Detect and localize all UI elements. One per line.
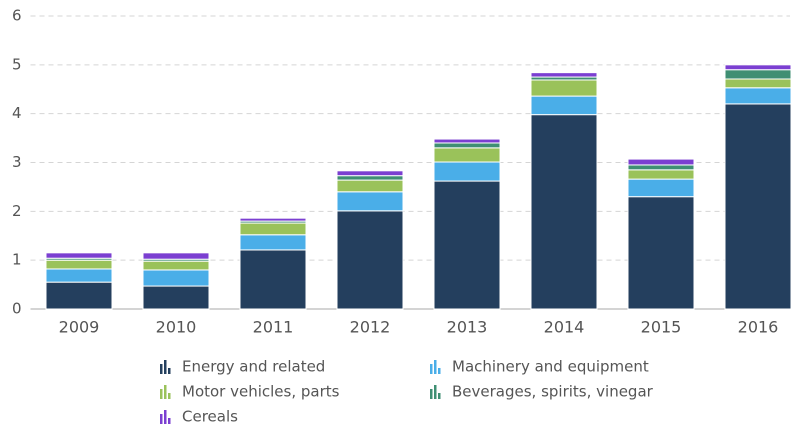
bar-segment [45, 259, 113, 270]
x-tick-label: 2011 [253, 318, 294, 337]
x-tick-label: 2013 [447, 318, 488, 337]
legend-icon [168, 418, 171, 424]
bar-segment [627, 169, 695, 180]
y-tick-label: 3 [12, 153, 22, 171]
bar-segment [239, 249, 307, 310]
bar-segment [724, 78, 792, 89]
bar-segment [336, 179, 404, 193]
legend-icon [438, 368, 441, 374]
legend-icon [430, 364, 433, 374]
bar-segment [724, 103, 792, 310]
legend-icon [430, 389, 433, 399]
bar-segment [433, 138, 501, 144]
x-tick-label: 2012 [350, 318, 391, 337]
x-tick-label: 2015 [641, 318, 682, 337]
bar-segment [627, 178, 695, 198]
bar-segment [627, 196, 695, 310]
bar-segment [433, 142, 501, 149]
bar-segment [627, 158, 695, 166]
x-tick-label: 2014 [544, 318, 585, 337]
bar-segment [142, 285, 210, 310]
y-tick-label: 2 [12, 202, 22, 220]
bar-segment [530, 114, 598, 310]
bar-segment [142, 260, 210, 271]
bar-segment [627, 164, 695, 171]
y-tick-label: 5 [12, 55, 22, 73]
y-tick-label: 1 [12, 251, 22, 269]
bar-segment [336, 210, 404, 310]
bar-segment [45, 281, 113, 310]
y-tick-label: 0 [12, 300, 22, 318]
legend-icon [160, 389, 163, 399]
legend-icon [168, 368, 171, 374]
bar-segment [239, 217, 307, 222]
legend-label: Beverages, spirits, vinegar [452, 383, 654, 401]
bar-segment [724, 69, 792, 80]
legend-label: Cereals [182, 408, 238, 426]
x-tick-label: 2016 [738, 318, 779, 337]
bar-segment [142, 252, 210, 260]
x-tick-label: 2009 [59, 318, 100, 337]
legend-icon [164, 360, 167, 374]
y-tick-label: 6 [12, 7, 22, 25]
legend-icon [434, 360, 437, 374]
bar-segment [239, 222, 307, 236]
bar-segment [336, 170, 404, 177]
legend-icon [168, 393, 171, 399]
bar-segment [724, 64, 792, 71]
legend-label: Energy and related [182, 358, 325, 376]
y-tick-label: 4 [12, 104, 22, 122]
bar-segment [45, 268, 113, 283]
legend-label: Motor vehicles, parts [182, 383, 340, 401]
legend-icon [164, 410, 167, 424]
bar-segment [336, 191, 404, 212]
bar-segment [45, 252, 113, 259]
bar-segment [239, 234, 307, 251]
bar-segment [142, 269, 210, 287]
legend-icon [438, 393, 441, 399]
legend-label: Machinery and equipment [452, 358, 649, 376]
x-tick-label: 2010 [156, 318, 197, 337]
bar-segment [336, 175, 404, 181]
legend-icon [160, 414, 163, 424]
bar-segment [530, 72, 598, 78]
bar-segment [724, 87, 792, 105]
bar-segment [433, 161, 501, 182]
legend-icon [434, 385, 437, 399]
bar-segment [530, 95, 598, 116]
bar-segment [530, 79, 598, 97]
legend-icon [160, 364, 163, 374]
bar-segment [433, 180, 501, 310]
legend-icon [164, 385, 167, 399]
bar-segment [433, 147, 501, 163]
